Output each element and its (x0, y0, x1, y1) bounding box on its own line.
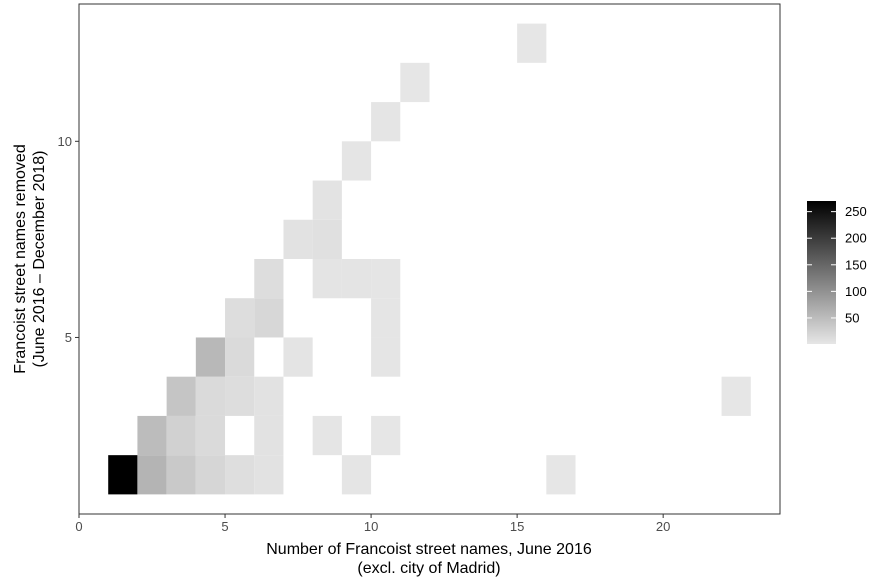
x-tick-label-15: 15 (510, 519, 524, 534)
heatmap-cell-29 (371, 259, 401, 299)
x-axis-title-line-2: (excl. city of Madrid) (357, 560, 500, 577)
heatmap-cell-19 (195, 337, 226, 377)
heatmap-cell-7 (546, 455, 576, 495)
heatmap-cell-26 (254, 259, 284, 299)
heatmap-cell-27 (312, 259, 342, 299)
heatmap-cell-30 (283, 219, 313, 259)
heatmap-cell-18 (721, 376, 751, 416)
heatmap-cell-10 (195, 415, 226, 456)
heatmap-cells (108, 23, 751, 495)
heatmap-cell-2 (166, 455, 196, 495)
heatmap-cell-14 (166, 376, 196, 416)
color-legend: 50 100 150 200 250 (807, 201, 867, 344)
heatmap-cell-23 (225, 298, 255, 338)
y-axis-title-line-1: Francoist street names removed (12, 144, 29, 373)
heatmap-cell-32 (312, 180, 342, 220)
heatmap-cell-4 (225, 455, 255, 495)
legend-label-50: 50 (845, 310, 859, 325)
heatmap-cell-31 (312, 219, 342, 259)
heatmap-cell-12 (312, 415, 342, 456)
heatmap-cell-24 (254, 298, 284, 338)
x-axis: 0 5 10 15 20 (75, 514, 670, 534)
x-tick-label-5: 5 (221, 519, 228, 534)
legend-label-250: 250 (845, 204, 867, 219)
heatmap-cell-9 (166, 415, 196, 456)
heatmap-cell-20 (225, 337, 255, 377)
heatmap-cell-1 (137, 455, 167, 495)
y-tick-label-10: 10 (58, 134, 72, 149)
heatmap-cell-6 (341, 455, 372, 495)
legend-label-200: 200 (845, 231, 867, 246)
plot-panel-border (78, 3, 781, 515)
heatmap-cell-33 (341, 141, 372, 181)
heatmap-cell-36 (517, 23, 547, 63)
heatmap-cell-3 (195, 455, 226, 495)
heatmap-cell-15 (195, 376, 226, 416)
y-axis-title-line-2: (June 2016 – December 2018) (31, 150, 48, 367)
heatmap-cell-0 (108, 455, 138, 495)
x-tick-label-10: 10 (364, 519, 378, 534)
x-tick-label-20: 20 (656, 519, 670, 534)
heatmap-cell-21 (283, 337, 313, 377)
heatmap-cell-22 (371, 337, 401, 377)
heatmap-cell-13 (371, 415, 401, 456)
heatmap-cell-34 (371, 102, 401, 142)
legend-label-150: 150 (845, 257, 867, 272)
x-tick-label-0: 0 (75, 519, 82, 534)
legend-ticks: 50 100 150 200 250 (807, 204, 867, 325)
legend-label-100: 100 (845, 284, 867, 299)
heatmap-cell-5 (254, 455, 284, 495)
x-axis-title-line-1: Number of Francoist street names, June 2… (266, 541, 592, 558)
heatmap-cell-35 (400, 62, 430, 103)
heatmap-cell-28 (341, 259, 372, 299)
legend-colorbar (807, 201, 836, 344)
heatmap-cell-8 (137, 415, 167, 456)
y-tick-label-5: 5 (65, 330, 72, 345)
heatmap-cell-16 (225, 376, 255, 416)
heatmap-cell-17 (254, 376, 284, 416)
heatmap-cell-25 (371, 298, 401, 338)
y-axis: 5 10 (58, 134, 79, 345)
heatmap-cell-11 (254, 415, 284, 456)
